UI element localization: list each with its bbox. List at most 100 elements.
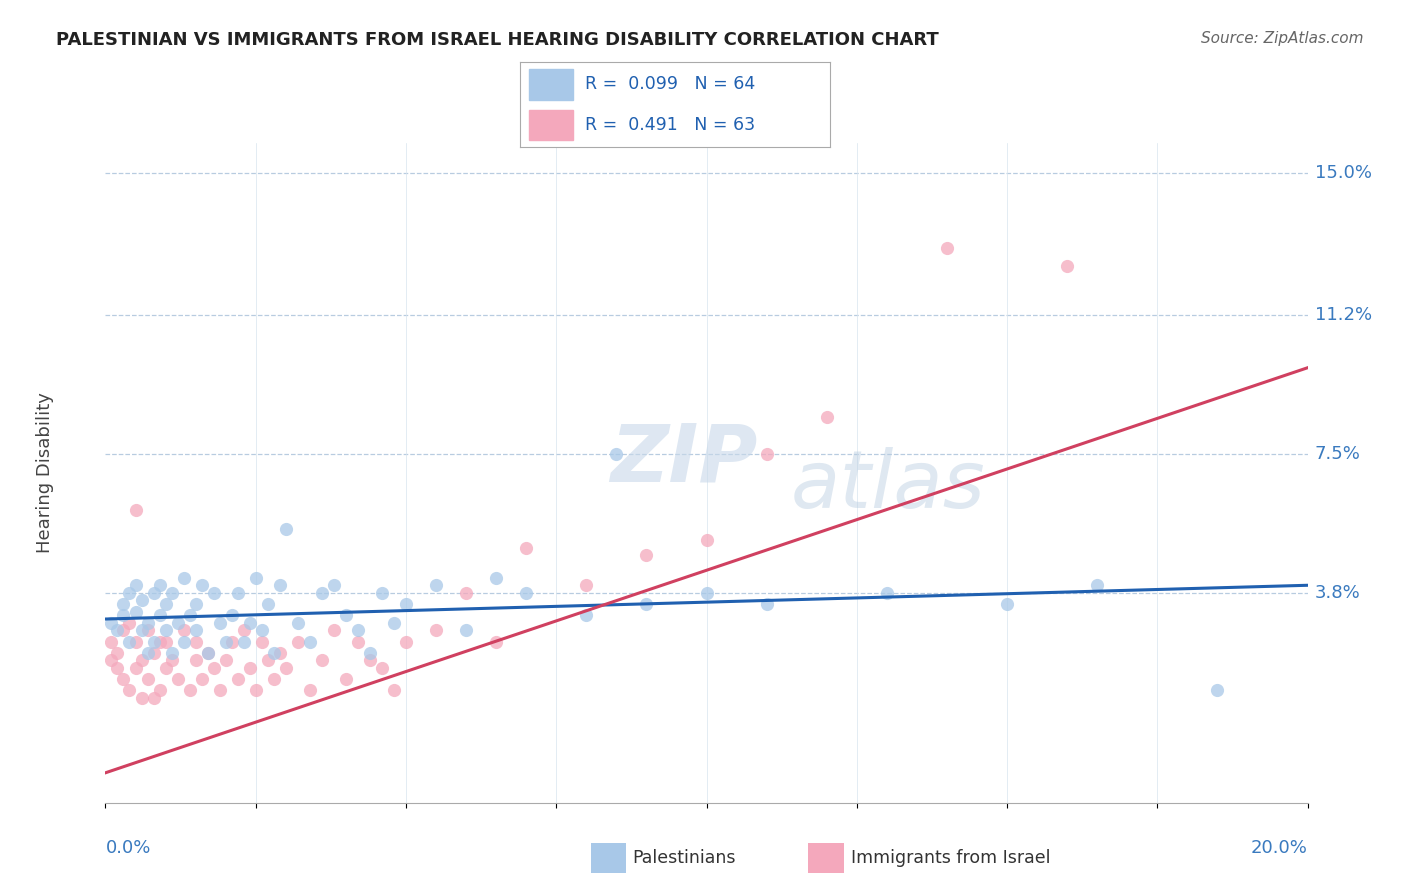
Bar	[530, 70, 572, 100]
Point	[263, 672, 285, 686]
Point	[124, 605, 146, 619]
Point	[118, 586, 141, 600]
Point	[124, 661, 146, 675]
Point	[298, 683, 321, 698]
Point	[263, 646, 285, 660]
Point	[359, 646, 381, 660]
Point	[190, 672, 212, 686]
Point	[298, 634, 321, 648]
Point	[131, 593, 153, 607]
Point	[148, 634, 170, 648]
Point	[425, 578, 447, 592]
Point	[636, 597, 658, 611]
Point	[112, 672, 135, 686]
Point	[605, 447, 627, 461]
Point	[636, 548, 658, 563]
Point	[347, 624, 370, 638]
Text: 0.0%: 0.0%	[105, 839, 150, 857]
Point	[382, 683, 405, 698]
Point	[1085, 578, 1108, 592]
Point	[575, 608, 598, 623]
Point	[454, 624, 477, 638]
Point	[208, 683, 231, 698]
Point	[395, 634, 418, 648]
Point	[173, 634, 195, 648]
Bar	[530, 110, 572, 140]
Point	[269, 578, 291, 592]
Point	[184, 597, 207, 611]
Point	[107, 624, 129, 638]
Point	[148, 578, 170, 592]
Point	[155, 597, 177, 611]
Point	[142, 646, 165, 660]
Point	[173, 624, 195, 638]
Text: ZIP: ZIP	[610, 420, 758, 499]
Point	[160, 653, 183, 667]
Point	[221, 634, 243, 648]
Text: 7.5%: 7.5%	[1315, 445, 1361, 463]
Point	[335, 672, 357, 686]
Point	[232, 624, 254, 638]
Point	[245, 683, 267, 698]
Point	[815, 409, 838, 424]
Point	[155, 624, 177, 638]
Point	[136, 615, 159, 630]
Point	[1056, 260, 1078, 274]
Point	[124, 578, 146, 592]
Point	[184, 653, 207, 667]
Text: Hearing Disability: Hearing Disability	[37, 392, 55, 553]
Point	[485, 634, 508, 648]
Point	[148, 608, 170, 623]
Point	[239, 661, 262, 675]
Text: R =  0.099   N = 64: R = 0.099 N = 64	[585, 76, 755, 94]
Point	[118, 615, 141, 630]
Point	[696, 586, 718, 600]
Point	[131, 653, 153, 667]
Point	[179, 608, 201, 623]
Point	[371, 586, 394, 600]
Point	[269, 646, 291, 660]
Point	[148, 683, 170, 698]
Point	[173, 571, 195, 585]
Point	[755, 447, 778, 461]
Point	[335, 608, 357, 623]
Point	[136, 672, 159, 686]
Point	[131, 624, 153, 638]
Point	[287, 615, 309, 630]
Point	[232, 634, 254, 648]
Point	[311, 653, 333, 667]
Point	[202, 661, 225, 675]
Point	[359, 653, 381, 667]
Point	[100, 634, 122, 648]
Text: 15.0%: 15.0%	[1315, 164, 1372, 182]
Point	[184, 634, 207, 648]
Point	[208, 615, 231, 630]
Point	[112, 624, 135, 638]
Point	[124, 634, 146, 648]
Point	[322, 624, 344, 638]
Point	[755, 597, 778, 611]
Point	[1206, 683, 1229, 698]
Text: Palestinians: Palestinians	[633, 849, 737, 867]
Point	[311, 586, 333, 600]
Point	[382, 615, 405, 630]
Point	[142, 690, 165, 705]
Point	[184, 624, 207, 638]
Point	[179, 683, 201, 698]
Text: R =  0.491   N = 63: R = 0.491 N = 63	[585, 116, 755, 134]
Point	[100, 615, 122, 630]
Point	[876, 586, 898, 600]
Point	[131, 690, 153, 705]
Point	[274, 522, 297, 536]
Point	[197, 646, 219, 660]
Text: 20.0%: 20.0%	[1251, 839, 1308, 857]
Point	[136, 624, 159, 638]
Text: Source: ZipAtlas.com: Source: ZipAtlas.com	[1201, 31, 1364, 46]
Point	[107, 661, 129, 675]
Point	[118, 634, 141, 648]
Point	[395, 597, 418, 611]
Point	[256, 597, 278, 611]
Point	[287, 634, 309, 648]
Point	[107, 646, 129, 660]
Point	[160, 646, 183, 660]
